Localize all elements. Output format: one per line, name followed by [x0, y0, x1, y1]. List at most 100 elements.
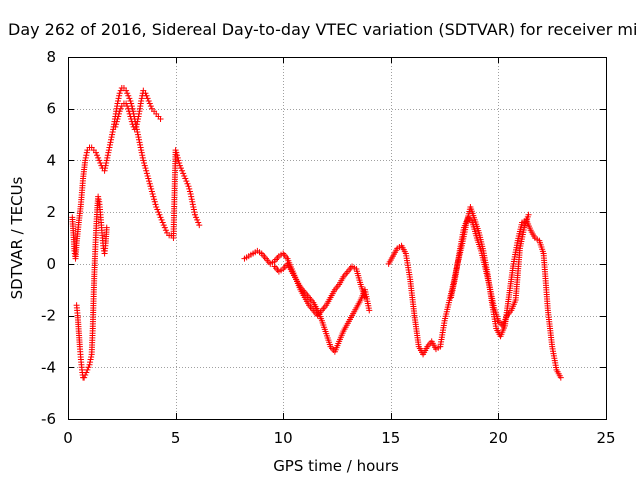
- data-point: [124, 103, 131, 110]
- data-point: [174, 154, 181, 161]
- data-point: [140, 157, 147, 164]
- data-point: [149, 191, 156, 198]
- data-point: [136, 139, 143, 146]
- data-point: [104, 152, 111, 159]
- plot-frame: [68, 57, 607, 420]
- data-point: [123, 100, 130, 107]
- data-point: [107, 139, 114, 146]
- data-point: [82, 372, 89, 379]
- data-point: [141, 160, 148, 167]
- data-point: [175, 157, 182, 164]
- data-point: [152, 201, 159, 208]
- data-point: [146, 100, 153, 107]
- data-point: [109, 131, 116, 138]
- data-point: [162, 227, 169, 234]
- data-point: [108, 136, 115, 143]
- data-point: [186, 185, 193, 192]
- y-tick-label: 2: [46, 203, 56, 221]
- data-point: [144, 95, 151, 102]
- x-tick-label: 20: [489, 429, 508, 447]
- data-point: [108, 134, 115, 141]
- y-tick-label: 8: [46, 48, 56, 66]
- data-point: [116, 92, 123, 99]
- data-point: [154, 206, 161, 213]
- y-tick-label: 4: [46, 151, 56, 169]
- data-point: [117, 87, 124, 94]
- data-point: [113, 118, 120, 125]
- data-point: [82, 154, 89, 161]
- data-point: [126, 95, 133, 102]
- x-tick-label: 10: [274, 429, 293, 447]
- data-point: [116, 90, 123, 97]
- data-point: [148, 185, 155, 192]
- data-point: [138, 97, 145, 104]
- y-tick-label: -2: [41, 307, 56, 325]
- data-point: [127, 97, 134, 104]
- data-point: [103, 160, 110, 167]
- data-point: [133, 121, 140, 128]
- data-point: [193, 214, 200, 221]
- data-point: [126, 110, 133, 117]
- data-point: [361, 294, 368, 301]
- data-point: [525, 211, 532, 218]
- x-axis-label: GPS time / hours: [273, 457, 399, 475]
- data-point: [188, 196, 195, 203]
- data-point: [139, 154, 146, 161]
- data-point: [102, 162, 109, 169]
- x-tick-label: 5: [171, 429, 181, 447]
- y-tick-label: -6: [41, 410, 56, 428]
- data-point: [146, 180, 153, 187]
- data-point: [187, 191, 194, 198]
- data-point: [117, 105, 124, 112]
- data-point: [153, 203, 160, 210]
- data-point: [86, 361, 93, 368]
- data-point: [189, 201, 196, 208]
- data-point: [366, 307, 373, 314]
- data-point: [83, 369, 90, 376]
- grid: [68, 57, 606, 419]
- data-point: [160, 222, 167, 229]
- data-point: [142, 165, 149, 172]
- data-point: [124, 90, 131, 97]
- data-point: [146, 178, 153, 185]
- data-point: [191, 209, 198, 216]
- data-point: [177, 165, 184, 172]
- x-tick-label: 15: [381, 429, 400, 447]
- data-point: [557, 374, 564, 381]
- data-point: [105, 147, 112, 154]
- data-point: [82, 157, 89, 164]
- data-point: [148, 188, 155, 195]
- data-point: [181, 172, 188, 179]
- data-point: [92, 149, 99, 156]
- data-point: [106, 144, 113, 151]
- data-point: [87, 356, 94, 363]
- data-point: [131, 126, 138, 133]
- data-point: [158, 216, 165, 223]
- data-point: [105, 149, 112, 156]
- data-point: [115, 110, 122, 117]
- data-point: [81, 374, 88, 381]
- data-point: [83, 152, 90, 159]
- data-point: [196, 222, 203, 229]
- data-point: [159, 219, 166, 226]
- data-point: [96, 157, 103, 164]
- data-point: [157, 214, 164, 221]
- data-point: [147, 103, 154, 110]
- data-point: [132, 123, 139, 130]
- data-point: [176, 162, 183, 169]
- data-point: [172, 147, 179, 154]
- data-point: [112, 123, 119, 130]
- data-point: [134, 118, 141, 125]
- data-point: [114, 100, 121, 107]
- data-point: [103, 224, 110, 231]
- data-point: [125, 105, 132, 112]
- data-point: [114, 116, 121, 123]
- data-point: [109, 128, 116, 135]
- x-tick-label: 0: [63, 429, 73, 447]
- data-point: [134, 128, 141, 135]
- data-point: [190, 203, 197, 210]
- data-point: [184, 180, 191, 187]
- data-point: [138, 95, 145, 102]
- y-tick-label: 0: [46, 255, 56, 273]
- data-point: [97, 160, 104, 167]
